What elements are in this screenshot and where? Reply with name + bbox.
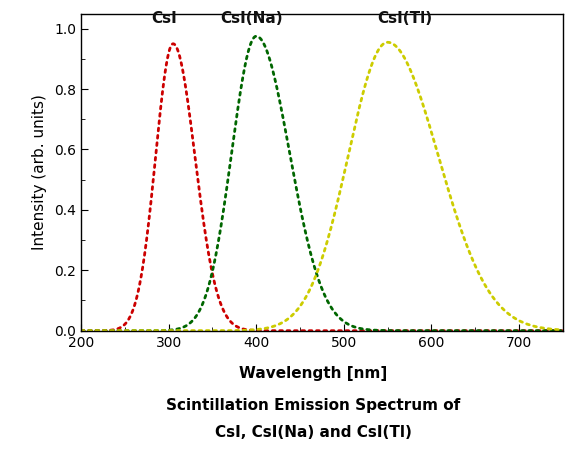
Y-axis label: Intensity (arb. units): Intensity (arb. units) [32,94,48,250]
Text: CsI(Tl): CsI(Tl) [378,11,433,26]
Text: Wavelength [nm]: Wavelength [nm] [239,366,387,381]
Text: CsI(Na): CsI(Na) [220,11,283,26]
Text: CsI: CsI [151,11,177,26]
Text: Scintillation Emission Spectrum of: Scintillation Emission Spectrum of [166,398,461,413]
Text: CsI, CsI(Na) and CsI(Tl): CsI, CsI(Na) and CsI(Tl) [215,425,412,440]
